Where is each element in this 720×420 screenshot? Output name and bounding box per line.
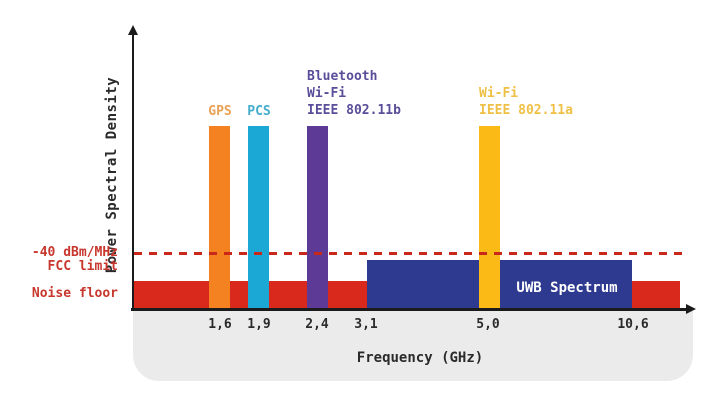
wifi-a-label: Wi-Fi IEEE 802.11a <box>479 85 573 119</box>
x-tick-label: 5,0 <box>476 317 500 332</box>
x-tick-label: 1,9 <box>247 317 271 332</box>
y-axis-line <box>132 34 134 311</box>
bluetooth-wifi-b-bar <box>307 126 328 311</box>
fcc-limit-label: -40 dBm/MHz FCC limit <box>0 246 118 274</box>
gps-bar <box>209 126 230 311</box>
label-line: IEEE 802.11b <box>307 103 401 118</box>
gps-label: GPS <box>208 104 232 119</box>
y-axis-arrow-icon <box>128 25 138 35</box>
noise-floor-label: Noise floor <box>31 286 118 301</box>
x-axis-title: Frequency (GHz) <box>356 350 484 366</box>
label-line: IEEE 802.11a <box>479 103 573 118</box>
pcs-label: PCS <box>247 104 271 119</box>
x-tick-label: 1,6 <box>208 317 232 332</box>
wifi-a-bar <box>479 126 500 311</box>
label-line: Bluetooth <box>307 69 378 84</box>
axis-panel <box>133 311 693 381</box>
label-line: -40 dBm/MHz <box>31 245 118 260</box>
label-line: Wi-Fi <box>479 86 519 101</box>
uwb-spectrum-label: UWB Spectrum <box>516 280 618 296</box>
x-tick-label: 2,4 <box>305 317 329 332</box>
label-line: Wi-Fi <box>307 86 347 101</box>
y-axis-title: Power Spectral Density <box>104 76 120 274</box>
x-axis-line <box>131 308 687 311</box>
fcc-limit-dashed-line <box>134 252 682 255</box>
bluetooth-wifi-b-label: Bluetooth Wi-Fi IEEE 802.11b <box>307 68 401 119</box>
label-line: FCC limit <box>47 259 118 274</box>
x-tick-label: 3,1 <box>354 317 378 332</box>
x-tick-label: 10,6 <box>617 317 649 332</box>
x-axis-arrow-icon <box>686 304 696 314</box>
pcs-bar <box>248 126 269 311</box>
